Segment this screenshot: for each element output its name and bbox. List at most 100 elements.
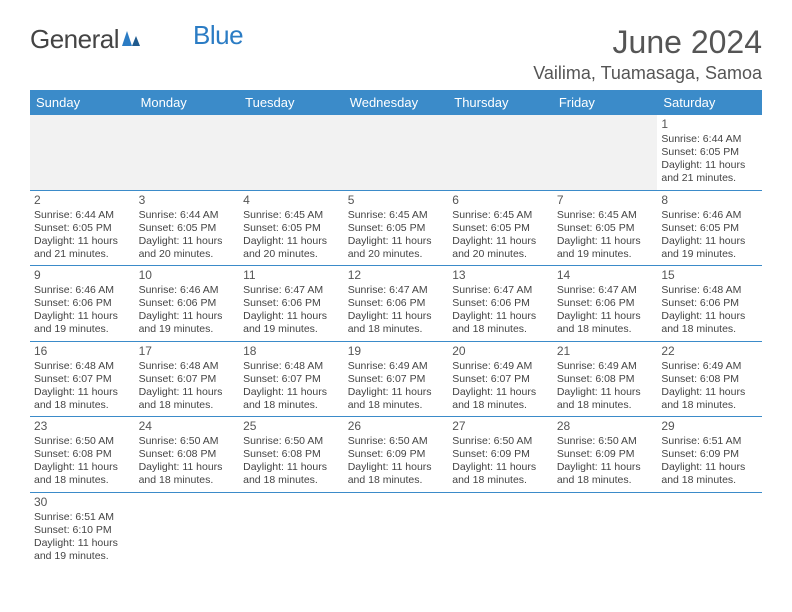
sunset-text: Sunset: 6:06 PM (452, 297, 549, 310)
sunrise-text: Sunrise: 6:48 AM (139, 360, 236, 373)
day-number: 3 (139, 193, 236, 208)
sunset-text: Sunset: 6:05 PM (243, 222, 340, 235)
sunset-text: Sunset: 6:08 PM (139, 448, 236, 461)
calendar-day-cell: 11Sunrise: 6:47 AMSunset: 6:06 PMDayligh… (239, 266, 344, 342)
calendar-empty-cell (553, 492, 658, 567)
daylight-text: Daylight: 11 hours and 18 minutes. (557, 461, 654, 487)
calendar-day-cell: 28Sunrise: 6:50 AMSunset: 6:09 PMDayligh… (553, 417, 658, 493)
calendar-day-cell: 21Sunrise: 6:49 AMSunset: 6:08 PMDayligh… (553, 341, 658, 417)
sunset-text: Sunset: 6:09 PM (557, 448, 654, 461)
day-number: 19 (348, 344, 445, 359)
sunrise-text: Sunrise: 6:50 AM (452, 435, 549, 448)
sunrise-text: Sunrise: 6:45 AM (452, 209, 549, 222)
daylight-text: Daylight: 11 hours and 18 minutes. (557, 310, 654, 336)
calendar-empty-cell (239, 492, 344, 567)
calendar-day-cell: 1Sunrise: 6:44 AMSunset: 6:05 PMDaylight… (657, 115, 762, 190)
calendar-empty-cell (344, 115, 449, 190)
calendar-day-cell: 3Sunrise: 6:44 AMSunset: 6:05 PMDaylight… (135, 190, 240, 266)
sunset-text: Sunset: 6:06 PM (661, 297, 758, 310)
calendar-week-row: 16Sunrise: 6:48 AMSunset: 6:07 PMDayligh… (30, 341, 762, 417)
logo: General Blue (30, 24, 243, 55)
day-number: 15 (661, 268, 758, 283)
day-number: 8 (661, 193, 758, 208)
calendar-day-cell: 7Sunrise: 6:45 AMSunset: 6:05 PMDaylight… (553, 190, 658, 266)
calendar-day-cell: 12Sunrise: 6:47 AMSunset: 6:06 PMDayligh… (344, 266, 449, 342)
sunrise-text: Sunrise: 6:46 AM (34, 284, 131, 297)
weekday-header: Friday (553, 90, 658, 115)
daylight-text: Daylight: 11 hours and 19 minutes. (34, 537, 131, 563)
calendar-empty-cell (135, 492, 240, 567)
sunrise-text: Sunrise: 6:50 AM (557, 435, 654, 448)
sunrise-text: Sunrise: 6:50 AM (34, 435, 131, 448)
sunrise-text: Sunrise: 6:50 AM (139, 435, 236, 448)
calendar-week-row: 9Sunrise: 6:46 AMSunset: 6:06 PMDaylight… (30, 266, 762, 342)
sunrise-text: Sunrise: 6:48 AM (34, 360, 131, 373)
flag-icon (121, 24, 145, 55)
logo-text-blue: Blue (193, 20, 243, 51)
daylight-text: Daylight: 11 hours and 18 minutes. (34, 386, 131, 412)
calendar-header-row: SundayMondayTuesdayWednesdayThursdayFrid… (30, 90, 762, 115)
calendar-week-row: 23Sunrise: 6:50 AMSunset: 6:08 PMDayligh… (30, 417, 762, 493)
sunrise-text: Sunrise: 6:50 AM (348, 435, 445, 448)
calendar-day-cell: 10Sunrise: 6:46 AMSunset: 6:06 PMDayligh… (135, 266, 240, 342)
header: General Blue June 2024 Vailima, Tuamasag… (30, 24, 762, 84)
sunset-text: Sunset: 6:06 PM (243, 297, 340, 310)
sunrise-text: Sunrise: 6:44 AM (34, 209, 131, 222)
day-number: 30 (34, 495, 131, 510)
sunset-text: Sunset: 6:07 PM (139, 373, 236, 386)
calendar-empty-cell (448, 492, 553, 567)
weekday-header: Monday (135, 90, 240, 115)
sunrise-text: Sunrise: 6:47 AM (243, 284, 340, 297)
month-title: June 2024 (533, 24, 762, 61)
sunset-text: Sunset: 6:05 PM (557, 222, 654, 235)
sunset-text: Sunset: 6:09 PM (348, 448, 445, 461)
day-number: 12 (348, 268, 445, 283)
day-number: 21 (557, 344, 654, 359)
daylight-text: Daylight: 11 hours and 19 minutes. (139, 310, 236, 336)
sunrise-text: Sunrise: 6:45 AM (557, 209, 654, 222)
calendar-day-cell: 26Sunrise: 6:50 AMSunset: 6:09 PMDayligh… (344, 417, 449, 493)
day-number: 1 (661, 117, 758, 132)
day-number: 13 (452, 268, 549, 283)
daylight-text: Daylight: 11 hours and 19 minutes. (557, 235, 654, 261)
sunrise-text: Sunrise: 6:48 AM (243, 360, 340, 373)
calendar-empty-cell (239, 115, 344, 190)
day-number: 17 (139, 344, 236, 359)
daylight-text: Daylight: 11 hours and 18 minutes. (452, 386, 549, 412)
daylight-text: Daylight: 11 hours and 18 minutes. (661, 386, 758, 412)
day-number: 28 (557, 419, 654, 434)
calendar-day-cell: 30Sunrise: 6:51 AMSunset: 6:10 PMDayligh… (30, 492, 135, 567)
daylight-text: Daylight: 11 hours and 20 minutes. (243, 235, 340, 261)
daylight-text: Daylight: 11 hours and 21 minutes. (661, 159, 758, 185)
sunrise-text: Sunrise: 6:48 AM (661, 284, 758, 297)
sunset-text: Sunset: 6:05 PM (661, 146, 758, 159)
sunset-text: Sunset: 6:09 PM (661, 448, 758, 461)
daylight-text: Daylight: 11 hours and 20 minutes. (452, 235, 549, 261)
calendar-day-cell: 18Sunrise: 6:48 AMSunset: 6:07 PMDayligh… (239, 341, 344, 417)
sunrise-text: Sunrise: 6:49 AM (557, 360, 654, 373)
weekday-header: Thursday (448, 90, 553, 115)
sunset-text: Sunset: 6:07 PM (243, 373, 340, 386)
sunset-text: Sunset: 6:10 PM (34, 524, 131, 537)
day-number: 16 (34, 344, 131, 359)
daylight-text: Daylight: 11 hours and 18 minutes. (557, 386, 654, 412)
daylight-text: Daylight: 11 hours and 18 minutes. (243, 386, 340, 412)
daylight-text: Daylight: 11 hours and 18 minutes. (661, 310, 758, 336)
sunset-text: Sunset: 6:08 PM (557, 373, 654, 386)
calendar-empty-cell (30, 115, 135, 190)
calendar-empty-cell (553, 115, 658, 190)
sunrise-text: Sunrise: 6:49 AM (348, 360, 445, 373)
sunrise-text: Sunrise: 6:47 AM (557, 284, 654, 297)
calendar-day-cell: 25Sunrise: 6:50 AMSunset: 6:08 PMDayligh… (239, 417, 344, 493)
sunrise-text: Sunrise: 6:46 AM (139, 284, 236, 297)
calendar-day-cell: 19Sunrise: 6:49 AMSunset: 6:07 PMDayligh… (344, 341, 449, 417)
sunset-text: Sunset: 6:06 PM (34, 297, 131, 310)
day-number: 7 (557, 193, 654, 208)
sunset-text: Sunset: 6:05 PM (34, 222, 131, 235)
sunset-text: Sunset: 6:07 PM (34, 373, 131, 386)
calendar-empty-cell (448, 115, 553, 190)
sunset-text: Sunset: 6:05 PM (139, 222, 236, 235)
calendar-day-cell: 6Sunrise: 6:45 AMSunset: 6:05 PMDaylight… (448, 190, 553, 266)
calendar-day-cell: 20Sunrise: 6:49 AMSunset: 6:07 PMDayligh… (448, 341, 553, 417)
calendar-empty-cell (344, 492, 449, 567)
